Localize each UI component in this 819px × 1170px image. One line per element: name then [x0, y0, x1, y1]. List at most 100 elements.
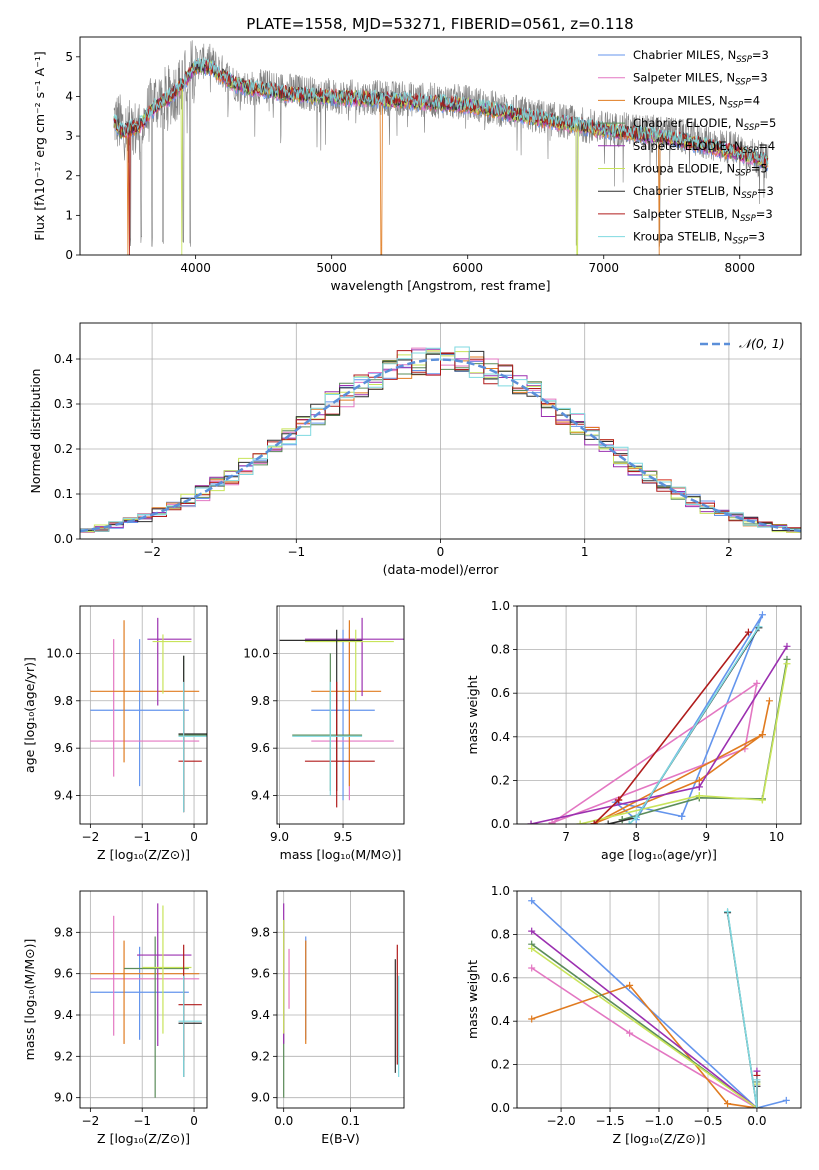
errorbar-8: [178, 681, 207, 813]
y-tick-label: 0.4: [491, 1014, 510, 1028]
weight-line: [726, 911, 758, 1108]
x-axis-label: E(B-V): [321, 1131, 360, 1146]
weight-marker: [724, 908, 732, 916]
y-axis-label: age [log₁₀(age/yr)]: [22, 657, 37, 773]
axes-frame: [79, 605, 208, 825]
errorbar-7: [304, 681, 375, 808]
axes-frame: [516, 605, 802, 825]
errorbar-8: [292, 681, 363, 796]
weight-marker: [753, 1104, 761, 1108]
y-tick-label: 0.0: [54, 532, 73, 546]
axes: −2 −1 0 1 2 0.0 0.1 0.2 0.3 0.4 (data-model)/error…: [28, 322, 802, 577]
x-tick-label: 0.0: [747, 1114, 766, 1128]
y-tick-label: 9.4: [54, 789, 73, 803]
x-tick-label: 9.0: [270, 830, 289, 844]
y-tick-label: 9.0: [251, 1091, 270, 1105]
errorbar-0: [90, 639, 189, 787]
y-tick-label: 0.6: [491, 971, 510, 985]
weight-marker: [604, 820, 612, 824]
axes-frame: [79, 36, 802, 256]
y-tick-label: 10.0: [243, 646, 270, 660]
weight-marker: [744, 628, 752, 636]
errorbar-6: [178, 655, 207, 813]
x-tick-label: 0: [437, 545, 445, 559]
axes-frame: [79, 322, 802, 540]
grid: [517, 605, 801, 825]
weight-marker: [528, 927, 536, 935]
y-axis-label: mass weight: [465, 675, 480, 754]
legend-entry: Kroupa MILES, NSSP=4: [633, 93, 760, 110]
x-tick-label: 7: [562, 830, 570, 844]
x-tick-label: 7000: [588, 261, 619, 275]
y-tick-label: 0.1: [54, 487, 73, 501]
panel-weight_vs_age: 7 8 9 10 0.0 0.2 0.4 0.6 0.8 1.0 age [log₁₀(age/yr…: [465, 599, 802, 862]
axes: −2 −1 0 9.0 9.2 9.4 9.6 9.8 Z [log₁₀(Z/Z⊙)] mass …: [22, 890, 208, 1146]
legend-text: Salpeter ELODIE, N: [633, 139, 743, 153]
y-tick-label: 9.8: [54, 694, 73, 708]
weight-marker: [615, 796, 623, 804]
errorbar-4: [147, 617, 192, 706]
x-tick-label: 6000: [452, 261, 483, 275]
weight-series-4: [527, 642, 791, 824]
x-tick-label: −1.0: [644, 1114, 673, 1128]
legend-entry: Chabrier STELIB, NSSP=3: [633, 184, 774, 201]
axes-frame: [516, 890, 802, 1109]
weight-series-5: [528, 945, 761, 1108]
errorbar-8: [178, 975, 202, 1077]
weight-marker: [632, 813, 640, 821]
x-tick-label: −1: [133, 830, 151, 844]
legend-sub: SSP: [740, 214, 756, 224]
axes-frame: [79, 890, 208, 1109]
figure-title: PLATE=1558, MJD=53271, FIBERID=0561, z=0…: [246, 15, 633, 33]
legend-tail: =4: [743, 93, 760, 107]
weight-marker: [753, 679, 761, 687]
y-tick-label: 0.8: [491, 927, 510, 941]
weight-marker: [576, 820, 584, 824]
plot-area: [279, 617, 404, 808]
plot-area: [80, 346, 801, 533]
x-tick-label: 0.1: [341, 1114, 360, 1128]
errorbar-0: [90, 946, 189, 1040]
panel-age_vs_mass: 9.0 9.5 9.4 9.6 9.8 10.0 mass [log₁₀(M/M⊙)]: [243, 605, 405, 862]
y-axis-label: Flux [fλ10⁻¹⁷ erg cm⁻² s⁻¹ A⁻¹]: [32, 51, 47, 240]
plot-area: [90, 617, 207, 813]
legend-tail: =3: [756, 207, 773, 221]
legend-text: Chabrier MILES, N: [633, 48, 736, 62]
y-tick-label: 4: [65, 89, 73, 103]
grid: [80, 891, 207, 1108]
y-tick-label: 1: [65, 208, 73, 222]
y-tick-label: 0.0: [491, 817, 510, 831]
legend-entry: 𝒩(0, 1): [739, 336, 785, 351]
weight-marker: [695, 792, 703, 800]
weight-marker: [695, 783, 703, 791]
x-tick-label: 4000: [180, 261, 211, 275]
panel-age_vs_Z: −2 −1 0 9.4 9.6 9.8 10.0 Z [log₁₀(Z/Z⊙)] age [lo…: [22, 605, 208, 862]
y-tick-label: 0.2: [491, 1058, 510, 1072]
x-axis-label: Z [log₁₀(Z/Z⊙)]: [97, 847, 190, 862]
weight-marker: [758, 731, 766, 739]
y-tick-label: 0: [65, 248, 73, 262]
weight-line: [593, 631, 750, 824]
legend-sub: SSP: [744, 123, 760, 133]
y-axis-label: Normed distribution: [28, 369, 43, 494]
axes: 9.0 9.5 9.4 9.6 9.8 10.0 mass [log₁₀(M/M⊙)]: [243, 605, 405, 862]
legend: 𝒩(0, 1): [700, 336, 785, 351]
y-tick-label: 10.0: [46, 646, 73, 660]
weight-line: [531, 930, 758, 1108]
errorbar-5: [152, 634, 192, 694]
legend-entry: Salpeter STELIB, NSSP=3: [633, 207, 773, 224]
x-tick-label: −2: [82, 1114, 100, 1128]
legend-sub: SSP: [741, 191, 757, 201]
weight-series-6: [604, 624, 763, 824]
weight-line: [593, 700, 771, 824]
legend-text: Salpeter MILES, N: [633, 71, 735, 85]
x-tick-label: 1: [581, 545, 589, 559]
errorbar-5: [304, 629, 394, 701]
x-tick-label: 9: [703, 830, 711, 844]
weight-series-1: [528, 964, 761, 1108]
plot-area: [528, 897, 790, 1108]
y-tick-label: 3: [65, 129, 73, 143]
y-axis-label: mass [log₁₀(M/M⊙)]: [22, 939, 37, 1061]
panel-mass_vs_Z: −2 −1 0 9.0 9.2 9.4 9.6 9.8 Z [log₁₀(Z/Z⊙)] mass …: [22, 890, 208, 1146]
